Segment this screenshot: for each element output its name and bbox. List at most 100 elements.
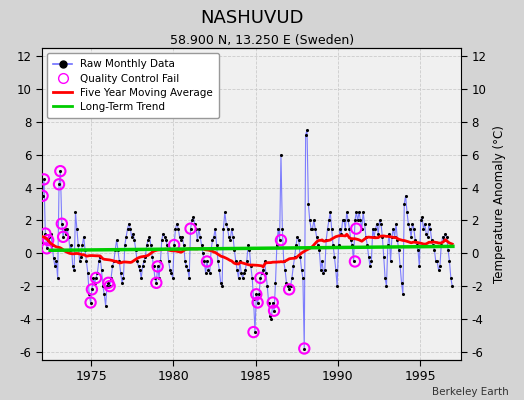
Point	[281, 266, 289, 273]
Point	[412, 242, 421, 248]
Point	[263, 283, 271, 289]
Point	[204, 266, 213, 273]
Point	[49, 255, 58, 261]
Point	[333, 283, 341, 289]
Point	[105, 283, 114, 289]
Point	[303, 127, 311, 133]
Point	[404, 220, 412, 227]
Point	[133, 258, 141, 265]
Point	[312, 234, 321, 240]
Point	[116, 270, 125, 276]
Point	[132, 247, 140, 253]
Point	[112, 237, 121, 243]
Point	[274, 226, 282, 232]
Point	[55, 181, 63, 188]
Point	[352, 226, 361, 232]
Point	[395, 247, 403, 253]
Point	[408, 220, 417, 227]
Point	[60, 226, 69, 232]
Point	[78, 242, 86, 248]
Point	[52, 258, 60, 265]
Point	[370, 234, 378, 240]
Point	[203, 258, 211, 265]
Point	[138, 263, 147, 270]
Point	[426, 226, 434, 232]
Point	[365, 253, 373, 260]
Point	[200, 258, 209, 265]
Point	[271, 280, 280, 286]
Point	[439, 234, 447, 240]
Point	[252, 291, 260, 298]
Point	[400, 201, 409, 207]
Point	[319, 270, 328, 276]
Point	[278, 226, 287, 232]
Point	[236, 258, 244, 265]
Point	[254, 299, 262, 306]
Point	[256, 275, 265, 281]
Point	[261, 270, 270, 276]
Point	[70, 266, 78, 273]
Point	[163, 242, 171, 248]
Point	[205, 270, 214, 276]
Point	[154, 263, 162, 270]
Point	[42, 245, 51, 252]
Point	[137, 275, 146, 281]
Point	[384, 242, 392, 248]
Point	[415, 263, 423, 270]
Point	[396, 263, 405, 270]
Point	[147, 242, 155, 248]
Point	[158, 237, 166, 243]
Point	[44, 237, 52, 243]
Point	[221, 209, 229, 216]
Point	[272, 242, 281, 248]
Point	[107, 275, 115, 281]
Point	[440, 237, 448, 243]
Point	[293, 234, 302, 240]
Point	[166, 266, 174, 273]
Point	[385, 230, 394, 237]
Point	[118, 280, 126, 286]
Point	[247, 263, 255, 270]
Point	[329, 242, 337, 248]
Point	[301, 132, 310, 138]
Point	[383, 283, 391, 289]
Point	[193, 237, 202, 243]
Point	[226, 237, 234, 243]
Point	[40, 176, 48, 182]
Point	[375, 217, 384, 224]
Point	[170, 242, 178, 248]
Point	[377, 220, 385, 227]
Point	[240, 270, 248, 276]
Point	[100, 291, 108, 298]
Point	[411, 237, 419, 243]
Point	[211, 226, 220, 232]
Point	[91, 280, 99, 286]
Point	[53, 275, 62, 281]
Point	[260, 258, 269, 265]
Point	[304, 201, 312, 207]
Point	[277, 152, 285, 158]
Point	[152, 280, 160, 286]
Point	[58, 220, 66, 227]
Point	[421, 220, 429, 227]
Point	[345, 226, 354, 232]
Point	[389, 226, 398, 232]
Point	[198, 242, 206, 248]
Point	[322, 237, 330, 243]
Point	[251, 329, 259, 335]
Point	[386, 258, 395, 265]
Point	[270, 308, 278, 314]
Point	[225, 234, 233, 240]
Point	[86, 299, 95, 306]
Point	[92, 275, 100, 281]
Point	[323, 226, 332, 232]
Point	[122, 234, 130, 240]
Point	[299, 275, 307, 281]
Point	[287, 283, 295, 289]
Point	[143, 242, 151, 248]
Point	[130, 237, 138, 243]
Point	[285, 286, 293, 292]
Point	[290, 253, 299, 260]
Point	[41, 230, 50, 237]
Point	[201, 270, 210, 276]
